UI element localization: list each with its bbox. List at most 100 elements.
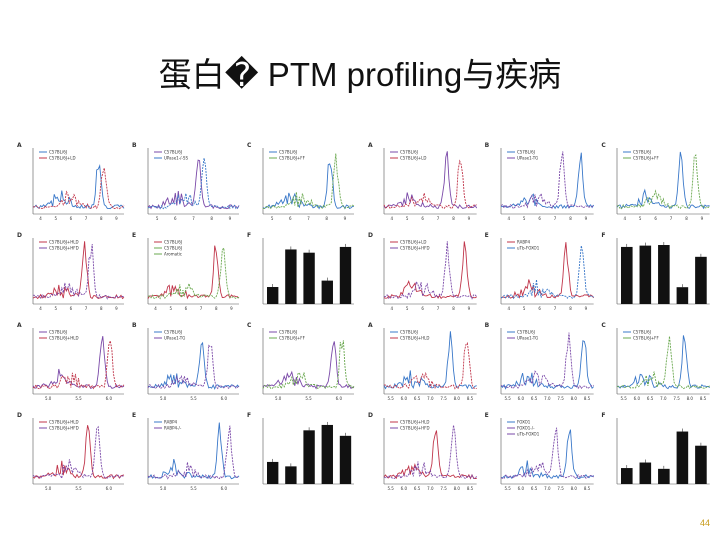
panel-letter: E — [132, 232, 137, 239]
tick-label: 5.5 — [504, 486, 511, 491]
legend-label: C57BL/6J+HLD — [49, 420, 79, 425]
legend-label: uTb-FOXO1 — [517, 432, 540, 437]
legend-label: C57BL/6J — [400, 330, 418, 335]
trace-line — [383, 425, 478, 480]
trace-line — [617, 154, 711, 210]
figure-panel: B C57BL/6J UPase1-TG 4 5 6 7 8 9 — [483, 140, 600, 230]
bar — [621, 468, 633, 484]
tick-label: 8.5 — [584, 486, 591, 491]
tick-label: 5 — [54, 216, 57, 221]
panel-letter: E — [132, 412, 137, 419]
page-number: 44 — [699, 518, 710, 528]
tick-label: 8 — [100, 306, 103, 311]
panel-letter: A — [17, 142, 22, 149]
bar — [321, 424, 333, 484]
tick-label: 6.0 — [221, 396, 228, 401]
legend-label: C57BL/6J — [164, 240, 182, 245]
tick-label: 6 — [70, 306, 73, 311]
panel-letter: E — [484, 412, 489, 419]
tick-label: 9 — [115, 306, 118, 311]
panel-letter: C — [601, 322, 606, 329]
bar — [339, 435, 352, 484]
bar — [621, 246, 633, 304]
tick-label: 8 — [452, 306, 455, 311]
legend-label: C57BL/6J — [517, 330, 535, 335]
trace-line — [617, 336, 711, 390]
legend-label: C57BL/6J — [279, 150, 297, 155]
legend-label: Aromatic — [164, 252, 182, 257]
panel-letter: E — [484, 232, 489, 239]
bar — [658, 468, 670, 484]
legend-label: C57BL/6J+HLD — [400, 420, 429, 425]
tick-label: 8 — [100, 216, 103, 221]
legend-label: C57BL/6J+FF — [279, 156, 306, 161]
bar — [321, 280, 333, 304]
bar — [285, 466, 297, 484]
trace-line — [262, 153, 355, 209]
legend-label: C57BL/6J+HFD — [400, 426, 430, 431]
trace-line — [147, 246, 240, 300]
tick-label: 8.0 — [687, 396, 694, 401]
legend-label: C57BL/6J+FF — [633, 156, 659, 161]
trace-line — [147, 422, 240, 480]
trace-line — [262, 340, 355, 390]
bar — [339, 246, 352, 304]
tick-label: 7.5 — [440, 396, 447, 401]
legend-label: RABP4 — [517, 240, 530, 245]
tick-label: 4 — [154, 306, 157, 311]
panel-letter: C — [247, 142, 252, 149]
trace-line — [32, 425, 125, 480]
tick-label: 8 — [686, 216, 689, 221]
tick-label: 7 — [553, 216, 556, 221]
tick-label: 4 — [507, 216, 510, 221]
legend-label: C57BL/6J+LD — [400, 240, 426, 245]
trace-line — [616, 151, 711, 210]
tick-label: 9 — [468, 216, 471, 221]
tick-label: 8.0 — [454, 396, 461, 401]
panel-letter: D — [368, 412, 373, 419]
tick-label: 5 — [639, 216, 642, 221]
legend-label: C57BL/6J+FF — [279, 336, 306, 341]
tick-label: 6.5 — [414, 486, 421, 491]
tick-label: 5.5 — [190, 396, 197, 401]
tick-label: 6 — [185, 306, 188, 311]
legend-label: C57BL/6J — [517, 150, 535, 155]
tick-label: 9 — [229, 216, 232, 221]
trace-line — [383, 241, 477, 300]
tick-label: 5 — [271, 216, 274, 221]
tick-label: 6.5 — [414, 396, 421, 401]
trace-line — [383, 331, 477, 390]
legend-label: C57BL/6J — [633, 330, 651, 335]
tick-label: 6.5 — [531, 396, 538, 401]
trace-line — [500, 242, 594, 299]
tick-label: 6.5 — [531, 486, 538, 491]
trace-line — [262, 341, 355, 390]
tick-label: 7.0 — [427, 396, 434, 401]
figure-panel: E RABP4 RABP4-/- 5.0 5.5 6.0 — [130, 410, 245, 500]
trace-line — [32, 340, 125, 390]
panel-letter: D — [17, 412, 22, 419]
tick-label: 7 — [670, 216, 673, 221]
panel-letter: B — [132, 322, 137, 329]
tick-label: 6.0 — [336, 396, 343, 401]
tick-label: 8.5 — [700, 396, 707, 401]
panel-letter: A — [17, 322, 22, 329]
trace-line — [383, 151, 478, 210]
figure-panel: C C57BL/6J C57BL/6J+FF 5.5 6.0 6.5 7.0 7.5 8.0 8.… — [599, 320, 716, 410]
tick-label: 7.0 — [427, 486, 434, 491]
slide-title: 蛋白� PTM profiling与疾病 — [158, 56, 562, 93]
legend-label: C57BL/6J+HFD — [49, 426, 79, 431]
tick-label: 7 — [85, 306, 88, 311]
legend-label: UPase1-TG — [164, 336, 185, 341]
bar — [285, 249, 297, 304]
legend-label: C57BL/6J — [164, 150, 182, 155]
legend-label: C57BL/6J — [400, 150, 418, 155]
